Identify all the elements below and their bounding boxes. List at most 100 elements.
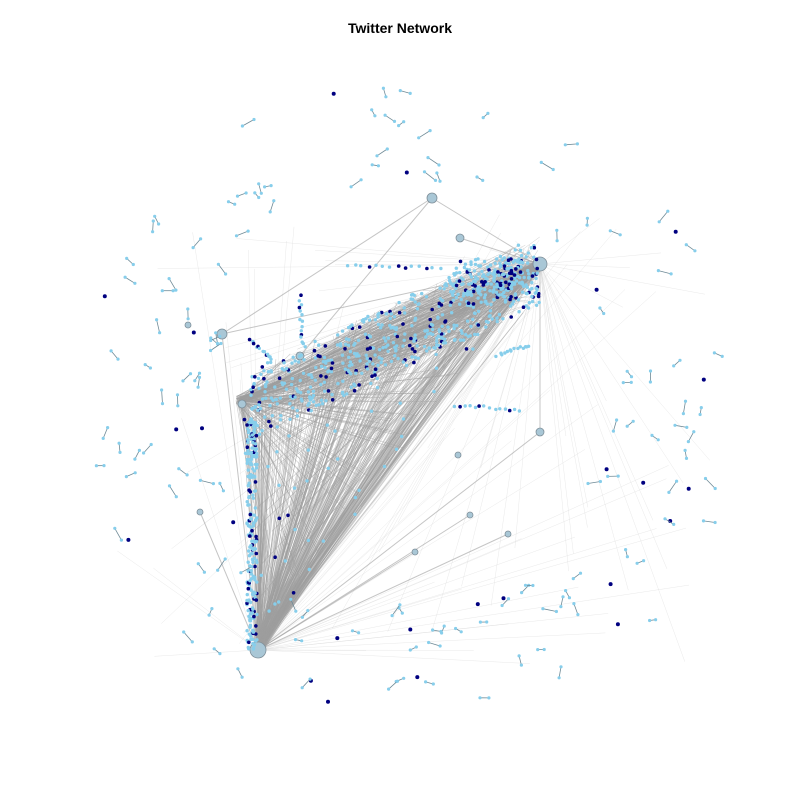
isolate-node (219, 341, 223, 346)
edge (260, 342, 380, 649)
node (324, 375, 328, 379)
isolate-node (250, 565, 254, 569)
isolate-node (523, 583, 528, 587)
edge (257, 229, 617, 651)
isolate-node (683, 399, 688, 403)
node (469, 275, 474, 279)
node (428, 331, 433, 336)
edge (408, 320, 462, 334)
isolate-edge (613, 419, 617, 432)
node (401, 322, 405, 326)
node (535, 266, 539, 271)
isolate-node (198, 478, 202, 482)
node (263, 390, 267, 394)
node (511, 260, 515, 264)
node (435, 339, 439, 344)
isolate-node (559, 605, 563, 609)
node (451, 298, 455, 302)
edge (442, 337, 463, 342)
node (267, 609, 271, 613)
hub-node (535, 427, 545, 437)
node (488, 271, 492, 275)
node (297, 305, 302, 310)
isolate-node (214, 331, 218, 335)
node (410, 324, 414, 328)
node (354, 368, 358, 373)
edge (539, 263, 684, 484)
isolate-node (387, 687, 391, 691)
isolate-node (571, 577, 575, 581)
node (253, 375, 257, 379)
node (509, 277, 514, 281)
isolate-node (672, 522, 676, 527)
node (247, 420, 251, 425)
node (248, 579, 252, 583)
node (438, 297, 442, 301)
isolate-node (210, 607, 214, 611)
node (495, 285, 500, 289)
edge (256, 359, 441, 648)
edge (539, 263, 686, 662)
node (482, 259, 487, 264)
isolate-node (454, 626, 458, 631)
node (476, 323, 481, 327)
isolate-edge (388, 680, 398, 690)
node (377, 356, 381, 360)
isolate-node (101, 436, 105, 440)
isolate-edge (424, 171, 436, 181)
edge (257, 478, 667, 651)
edge (539, 263, 629, 591)
node (366, 314, 370, 319)
isolate-node (119, 538, 123, 542)
node (282, 361, 286, 365)
node (381, 346, 385, 350)
node (404, 363, 409, 368)
node (517, 257, 521, 261)
node (344, 342, 348, 346)
node (275, 402, 279, 406)
isolate-node (349, 185, 353, 189)
edge (237, 400, 359, 469)
isolate-node (557, 676, 561, 680)
node (306, 390, 311, 394)
isolate-node (123, 275, 127, 279)
node (364, 353, 368, 357)
node (507, 408, 512, 413)
isolate-node (669, 272, 673, 276)
node (329, 370, 334, 374)
node (255, 638, 259, 642)
edge (384, 317, 505, 332)
isolate-node (481, 178, 485, 182)
node (534, 303, 539, 307)
edge (257, 623, 509, 651)
node (308, 385, 313, 389)
node (509, 285, 513, 289)
isolate-node (475, 175, 479, 179)
isolate-node (211, 482, 215, 486)
isolate-node (117, 441, 121, 445)
node (467, 282, 471, 286)
node (500, 293, 504, 297)
edge (261, 376, 377, 649)
node (440, 299, 445, 303)
edge (397, 263, 541, 523)
node (250, 611, 255, 615)
isolate-node (326, 699, 330, 704)
edge (257, 424, 416, 651)
isolate-node (675, 479, 679, 483)
node (434, 366, 439, 370)
node (298, 378, 302, 383)
node (307, 373, 311, 377)
isolate-node (109, 349, 113, 353)
isolate-node (167, 484, 172, 488)
node (312, 348, 317, 353)
node (252, 405, 257, 410)
node (413, 318, 417, 322)
isolate-node (268, 210, 272, 214)
edge (258, 382, 331, 647)
node (249, 517, 253, 521)
edge (539, 263, 589, 508)
isolate-node (375, 154, 379, 158)
node (389, 312, 393, 316)
isolate-node (433, 178, 438, 182)
